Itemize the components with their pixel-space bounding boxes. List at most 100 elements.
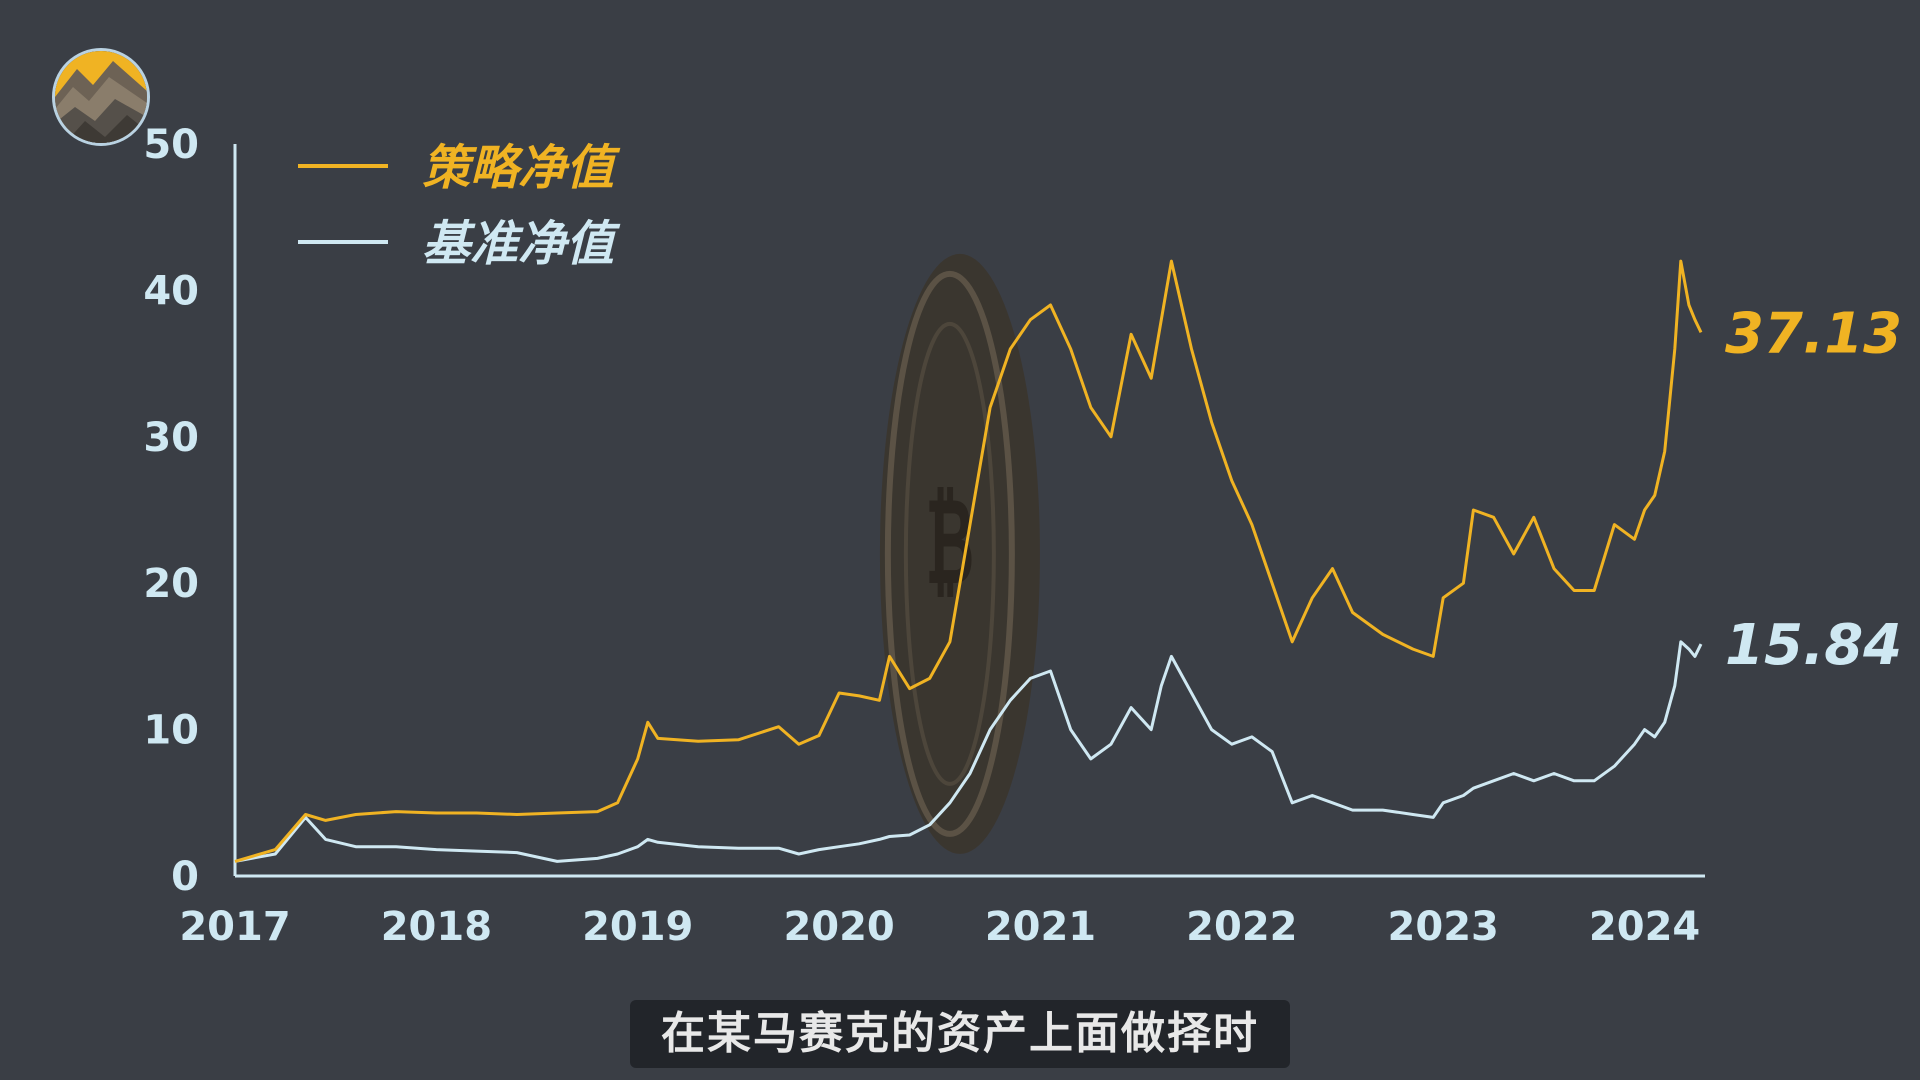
grid-plus-marker <box>1507 777 1521 791</box>
grid-plus-marker <box>636 777 650 791</box>
grid-plus-marker <box>1641 717 1655 731</box>
grid-plus-marker <box>100 537 114 551</box>
grid-plus-marker <box>1440 417 1454 431</box>
grid-plus-marker <box>569 1017 583 1031</box>
grid-plus-marker <box>301 537 315 551</box>
grid-plus-marker <box>770 897 784 911</box>
grid-plus-marker <box>1574 357 1588 371</box>
y-tick-label: 30 <box>143 415 199 461</box>
grid-plus-marker <box>1373 957 1387 971</box>
grid-plus-marker <box>1909 777 1920 791</box>
grid-plus-marker <box>301 57 315 71</box>
grid-plus-marker <box>1239 297 1253 311</box>
grid-plus-marker <box>837 717 851 731</box>
grid-plus-marker <box>167 357 181 371</box>
grid-plus-marker <box>569 897 583 911</box>
grid-plus-marker <box>569 117 583 131</box>
grid-plus-marker <box>837 417 851 431</box>
grid-plus-marker <box>1507 1017 1521 1031</box>
grid-plus-marker <box>770 777 784 791</box>
grid-plus-marker <box>1105 717 1119 731</box>
grid-plus-marker <box>368 117 382 131</box>
grid-plus-marker <box>1775 837 1789 851</box>
grid-plus-marker <box>1373 777 1387 791</box>
grid-plus-marker <box>1507 717 1521 731</box>
grid-plus-marker <box>1708 357 1722 371</box>
grid-plus-marker <box>234 897 248 911</box>
grid-plus-marker <box>301 117 315 131</box>
grid-plus-marker <box>1440 357 1454 371</box>
grid-plus-marker <box>1708 57 1722 71</box>
grid-plus-marker <box>1574 177 1588 191</box>
grid-plus-marker <box>636 117 650 131</box>
grid-plus-marker <box>703 477 717 491</box>
grid-plus-marker <box>1440 657 1454 671</box>
grid-plus-marker <box>1842 537 1856 551</box>
grid-plus-marker <box>1306 657 1320 671</box>
x-tick-label: 2023 <box>1388 904 1499 950</box>
grid-plus-marker <box>1775 57 1789 71</box>
grid-plus-marker <box>1306 297 1320 311</box>
grid-plus-marker <box>1373 717 1387 731</box>
grid-plus-marker <box>1641 1017 1655 1031</box>
grid-plus-marker <box>703 237 717 251</box>
grid-plus-marker <box>1641 117 1655 131</box>
grid-plus-marker <box>502 57 516 71</box>
grid-plus-marker <box>1842 777 1856 791</box>
grid-plus-marker <box>770 477 784 491</box>
x-tick-label: 2018 <box>381 904 492 950</box>
grid-plus-marker <box>837 897 851 911</box>
grid-plus-marker <box>1306 477 1320 491</box>
grid-plus-marker <box>234 1017 248 1031</box>
grid-plus-marker <box>1775 1017 1789 1031</box>
grid-plus-marker <box>1440 117 1454 131</box>
grid-plus-marker <box>703 417 717 431</box>
grid-plus-marker <box>1507 477 1521 491</box>
grid-plus-marker <box>435 237 449 251</box>
grid-plus-marker <box>1038 537 1052 551</box>
grid-plus-marker <box>1775 297 1789 311</box>
grid-plus-marker <box>1909 357 1920 371</box>
grid-plus-marker <box>1172 837 1186 851</box>
grid-plus-marker <box>1306 117 1320 131</box>
grid-plus-marker <box>1909 717 1920 731</box>
grid-plus-marker <box>1708 1017 1722 1031</box>
grid-plus-marker <box>1574 537 1588 551</box>
grid-plus-marker <box>1842 957 1856 971</box>
grid-plus-marker <box>1574 897 1588 911</box>
grid-plus-marker <box>1641 297 1655 311</box>
grid-plus-marker <box>1574 957 1588 971</box>
grid-plus-marker <box>33 477 47 491</box>
grid-plus-marker <box>368 597 382 611</box>
grid-plus-marker <box>1306 357 1320 371</box>
x-tick-label: 2021 <box>985 904 1096 950</box>
grid-plus-marker <box>1373 417 1387 431</box>
grid-plus-marker <box>1574 477 1588 491</box>
grid-plus-marker <box>1239 57 1253 71</box>
grid-plus-marker <box>837 57 851 71</box>
grid-plus-marker <box>1172 777 1186 791</box>
grid-plus-marker <box>1306 417 1320 431</box>
grid-plus-marker <box>100 597 114 611</box>
grid-plus-marker <box>1105 957 1119 971</box>
grid-plus-marker <box>301 477 315 491</box>
grid-plus-marker <box>770 297 784 311</box>
chart-axes: 0 10 20 30 40 50 2017 2018 2019 2020 2021 2022 2023 2… <box>143 122 1705 950</box>
grid-plus-marker <box>1641 417 1655 431</box>
grid-plus-marker <box>167 477 181 491</box>
grid-plus-marker <box>33 237 47 251</box>
grid-plus-marker <box>502 777 516 791</box>
grid-plus-marker <box>1239 597 1253 611</box>
grid-plus-marker <box>636 57 650 71</box>
grid-plus-marker <box>167 657 181 671</box>
grid-plus-marker <box>33 357 47 371</box>
grid-plus-marker <box>1306 1017 1320 1031</box>
grid-plus-marker <box>33 717 47 731</box>
grid-plus-marker <box>837 357 851 371</box>
grid-plus-marker <box>770 117 784 131</box>
grid-plus-marker <box>636 897 650 911</box>
grid-plus-marker <box>770 597 784 611</box>
grid-plus-marker <box>33 777 47 791</box>
grid-plus-marker <box>502 897 516 911</box>
